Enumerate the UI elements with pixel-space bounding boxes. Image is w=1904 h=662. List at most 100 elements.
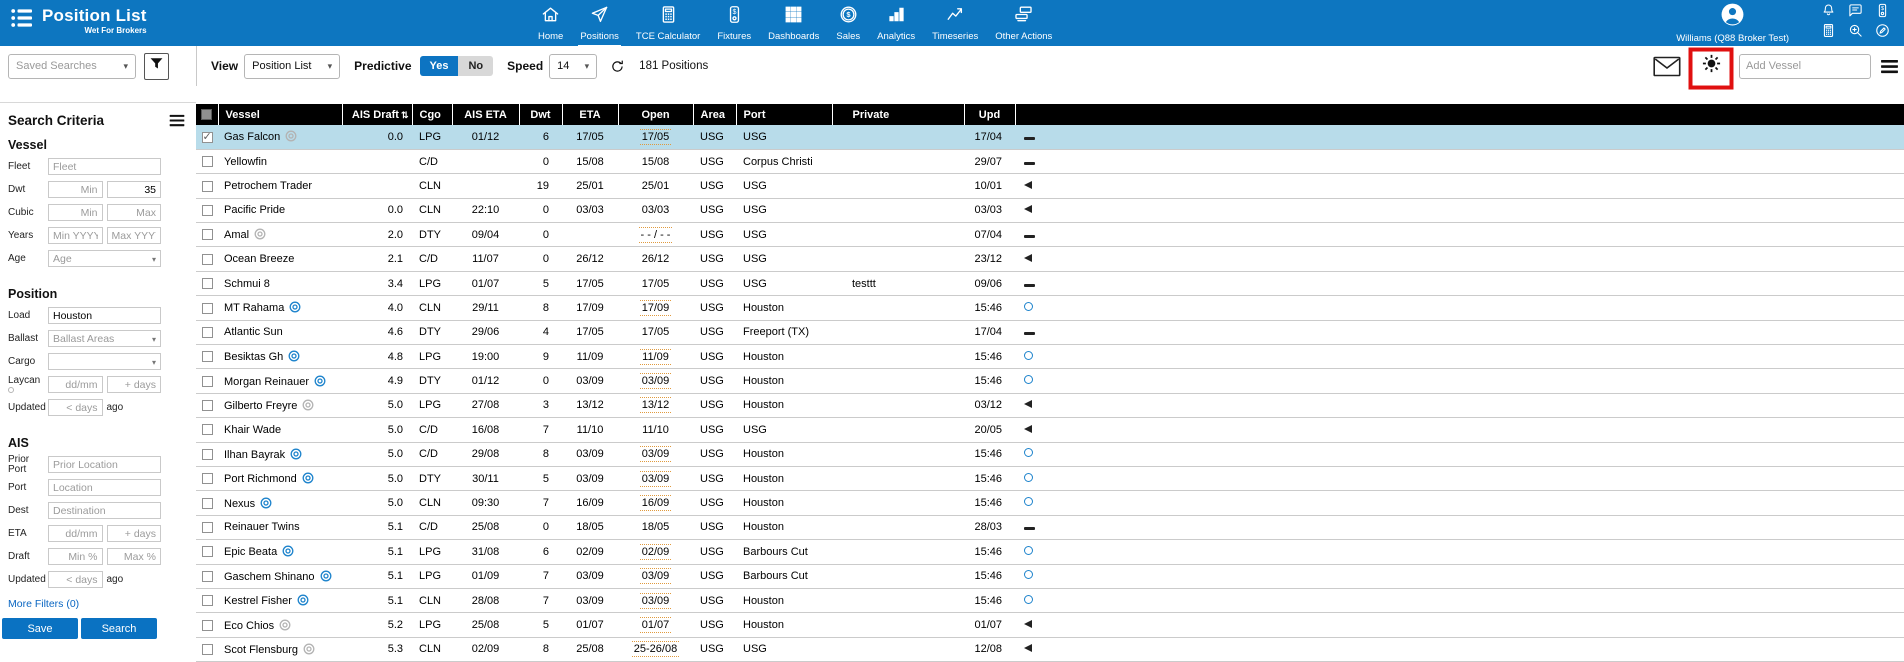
vessel-name[interactable]: MT Rahama (224, 302, 285, 315)
vessel-name[interactable]: Yellowfin (224, 155, 268, 168)
table-row[interactable]: Eco Chios 5.2 LPG 25/08 5 01/07 01/07 USG Housto… (196, 612, 1904, 638)
vessel-name[interactable]: Ilhan Bayrak (224, 448, 286, 461)
table-row[interactable]: Khair Wade 5.0 C/D 16/08 7 11/10 11/10 USG USG 20… (196, 417, 1904, 443)
table-row[interactable]: Atlantic Sun 4.6 DTY 29/06 4 17/05 17/05 USG Fre… (196, 320, 1904, 346)
add-vessel-input[interactable] (1739, 53, 1871, 79)
row-checkbox[interactable] (201, 448, 213, 460)
open-date[interactable]: 03/09 (639, 470, 672, 487)
load-input[interactable] (48, 307, 161, 324)
table-row[interactable]: Gilberto Freyre 5.0 LPG 27/08 3 13/12 13/12 USG… (196, 393, 1904, 419)
search-button[interactable]: Search (81, 618, 157, 639)
nav-item-fixtures[interactable]: $ Fixtures (715, 3, 753, 47)
vessel-cell[interactable]: Atlantic Sun (218, 320, 342, 346)
open-date[interactable]: 17/09 (639, 299, 672, 316)
nav-item-sales[interactable]: $ Sales (834, 3, 862, 47)
vessel-cell[interactable]: Reinauer Twins (218, 515, 342, 541)
port-input[interactable] (48, 479, 161, 496)
vessel-cell[interactable]: Pacific Pride (218, 198, 342, 224)
col-header-port[interactable]: Port (736, 104, 833, 125)
vessel-name[interactable]: Port Richmond (224, 473, 297, 486)
draft-input[interactable] (106, 548, 161, 565)
vessel-cell[interactable]: Scot Flensburg (218, 637, 342, 662)
updated-input[interactable] (48, 571, 103, 588)
filter-button[interactable] (144, 52, 169, 80)
years-input[interactable] (106, 227, 161, 244)
vessel-cell[interactable]: Khair Wade (218, 417, 342, 443)
row-checkbox[interactable] (201, 278, 213, 290)
vessel-cell[interactable]: Besiktas Gh (218, 344, 342, 370)
ballast-select[interactable]: Ballast Areas (48, 330, 161, 347)
vessel-cell[interactable]: Eco Chios (218, 612, 342, 638)
zoom-in-icon[interactable] (1848, 23, 1863, 43)
open-date[interactable]: 17/05 (639, 128, 672, 145)
table-menu-button[interactable] (1881, 59, 1898, 74)
nav-item-home[interactable]: Home (536, 3, 565, 47)
vessel-cell[interactable]: Ocean Breeze (218, 246, 342, 272)
open-date[interactable]: 03/09 (639, 592, 672, 609)
col-header-area[interactable]: Area (693, 104, 737, 125)
table-row[interactable]: Petrochem Trader CLN 19 25/01 25/01 USG USG 10/… (196, 173, 1904, 199)
vessel-cell[interactable]: Nexus (218, 490, 342, 516)
row-checkbox[interactable] (201, 497, 213, 509)
nav-item-positions[interactable]: Positions (578, 3, 621, 47)
row-checkbox[interactable] (201, 400, 213, 412)
vessel-name[interactable]: Gilberto Freyre (224, 399, 298, 412)
laycan-input[interactable] (48, 376, 103, 393)
cubic-input[interactable] (48, 204, 103, 221)
table-row[interactable]: Epic Beata 5.1 LPG 31/08 6 02/09 02/09 USG Barbo… (196, 539, 1904, 565)
eta-input[interactable] (48, 525, 103, 542)
row-checkbox[interactable] (201, 595, 213, 607)
calculator-icon[interactable] (1821, 23, 1836, 43)
row-checkbox[interactable] (201, 156, 213, 168)
vessel-name[interactable]: Khair Wade (224, 423, 282, 436)
row-checkbox[interactable] (201, 473, 213, 485)
open-date[interactable]: 03/09 (639, 373, 672, 390)
dwt-input[interactable] (48, 181, 103, 198)
vessel-name[interactable]: Gas Falcon (224, 131, 281, 144)
avatar[interactable] (1720, 2, 1745, 32)
table-row[interactable]: Port Richmond 5.0 DTY 30/11 5 03/09 03/09 USG Ho… (196, 466, 1904, 492)
nav-item-timeseries[interactable]: Timeseries (930, 3, 980, 47)
table-row[interactable]: Yellowfin C/D 0 15/08 15/08 USG Corpus Christi… (196, 149, 1904, 175)
table-row[interactable]: Kestrel Fisher 5.1 CLN 28/08 7 03/09 03/09 USG H… (196, 588, 1904, 614)
prior-port-input[interactable] (48, 456, 161, 473)
vessel-cell[interactable]: Morgan Reinauer (218, 368, 342, 394)
row-checkbox[interactable] (201, 180, 213, 192)
open-date[interactable]: 16/09 (639, 495, 672, 512)
open-date[interactable]: 03/09 (639, 568, 672, 585)
col-header-ais-eta[interactable]: AIS ETA (452, 104, 520, 125)
table-row[interactable]: Amal 2.0 DTY 09/04 0 - - / - - USG USG 07/04 (196, 222, 1904, 248)
row-checkbox[interactable] (201, 375, 213, 387)
table-row[interactable]: Pacific Pride 0.0 CLN 22:10 0 03/03 03/03 USG US… (196, 198, 1904, 224)
nav-item-analytics[interactable]: Analytics (875, 3, 917, 47)
fixture-icon[interactable]: $ (1875, 3, 1890, 23)
laycan-input[interactable] (106, 376, 161, 393)
dest-input[interactable] (48, 502, 161, 519)
vessel-name[interactable]: Pacific Pride (224, 204, 286, 217)
refresh-button[interactable] (610, 59, 625, 74)
table-row[interactable]: Scot Flensburg 5.3 CLN 02/09 8 25/08 25-26/08 U… (196, 637, 1904, 662)
row-checkbox[interactable] (201, 351, 213, 363)
vessel-cell[interactable]: Petrochem Trader (218, 173, 342, 199)
row-checkbox[interactable] (201, 546, 213, 558)
edit-icon[interactable] (1875, 23, 1890, 43)
col-header-upd[interactable]: Upd (964, 104, 1016, 125)
draft-input[interactable] (48, 548, 103, 565)
table-row[interactable]: Reinauer Twins 5.1 C/D 25/08 0 18/05 18/05 USG H… (196, 515, 1904, 541)
open-date[interactable]: 25-26/08 (631, 641, 680, 658)
col-header-vessel[interactable]: Vessel (218, 104, 343, 125)
open-date[interactable]: 13/12 (639, 397, 672, 414)
chat-icon[interactable] (1848, 3, 1863, 23)
col-header-private[interactable]: Private (832, 104, 965, 125)
vessel-name[interactable]: Besiktas Gh (224, 351, 284, 364)
row-checkbox[interactable] (201, 204, 213, 216)
vessel-name[interactable]: Eco Chios (224, 619, 275, 632)
open-date[interactable]: - - / - - (638, 226, 673, 243)
search-criteria-menu-button[interactable] (169, 114, 185, 127)
vessel-name[interactable]: Atlantic Sun (224, 326, 283, 339)
more-filters-link[interactable]: More Filters (0) (8, 598, 80, 610)
email-button[interactable] (1653, 56, 1681, 77)
vessel-name[interactable]: Schmui 8 (224, 277, 270, 290)
row-checkbox[interactable] (201, 253, 213, 265)
col-header-cgo[interactable]: Cgo (412, 104, 453, 125)
